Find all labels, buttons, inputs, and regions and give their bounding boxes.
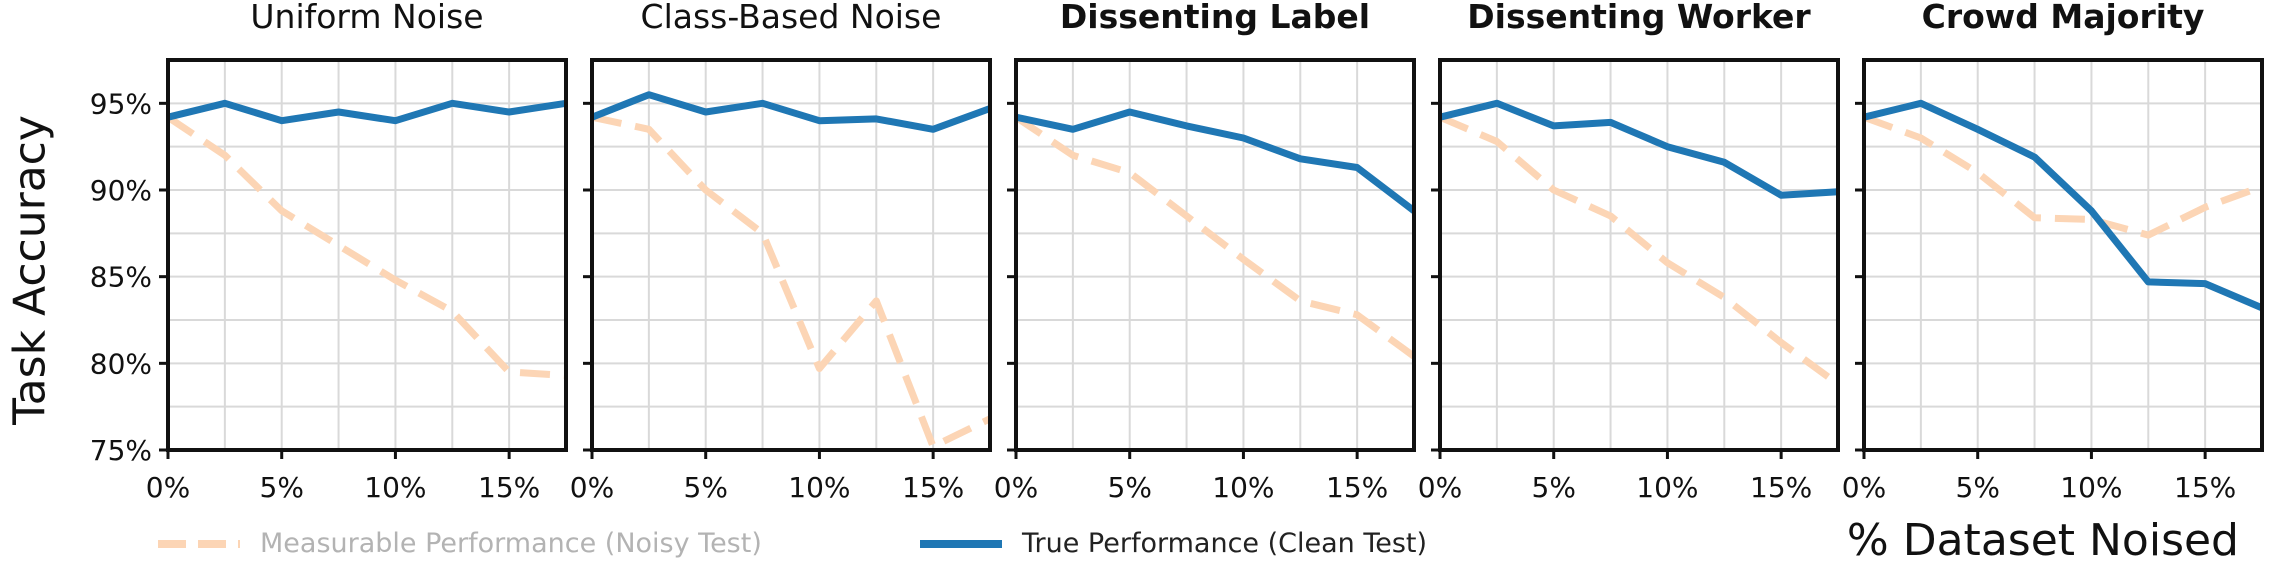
x-tick-label: 0% bbox=[146, 471, 190, 504]
legend-item-clean: True Performance (Clean Test) bbox=[920, 528, 1427, 559]
series-line-noisy bbox=[166, 114, 567, 379]
legend-label-clean: True Performance (Clean Test) bbox=[1022, 528, 1428, 559]
series-line-noisy bbox=[591, 113, 992, 450]
panel-frame bbox=[1014, 58, 1416, 452]
y-axis-label: Task Accuracy bbox=[4, 115, 56, 425]
x-axis-label: % Dataset Noised bbox=[1846, 515, 2239, 566]
x-tick-label: 10% bbox=[2060, 471, 2122, 504]
series-line-noisy bbox=[1438, 113, 1841, 387]
x-tick-label: 5% bbox=[684, 471, 728, 504]
series-line-noisy bbox=[1862, 113, 2264, 239]
panel-title: Dissenting Worker bbox=[1467, 0, 1811, 36]
x-tick-label: 10% bbox=[1212, 471, 1274, 504]
x-tick-label: 5% bbox=[1532, 471, 1576, 504]
x-tick-label: 15% bbox=[902, 471, 964, 504]
x-tick-label: 15% bbox=[2174, 471, 2236, 504]
x-tick-label: 10% bbox=[1636, 471, 1698, 504]
x-tick-label: 5% bbox=[260, 471, 304, 504]
panel-frame bbox=[590, 58, 992, 452]
y-tick-label: 85% bbox=[90, 261, 152, 294]
panel-frame bbox=[166, 58, 568, 452]
x-tick-label: 5% bbox=[1956, 471, 2000, 504]
series-line-clean bbox=[1863, 99, 2264, 312]
panel-5: 0% 5% 10% 15% Crowd Majority bbox=[1842, 0, 2264, 504]
y-tick-label: 90% bbox=[90, 174, 152, 207]
panel-frame bbox=[1438, 58, 1840, 452]
series-line-clean bbox=[1015, 108, 1417, 214]
panel-frame bbox=[1862, 58, 2264, 452]
x-tick-label: 0% bbox=[1418, 471, 1462, 504]
legend-swatch-noisy bbox=[158, 539, 240, 548]
legend-swatch-clean bbox=[920, 539, 1002, 548]
panel-3: 0% 5% 10% 15% Dissenting Label bbox=[994, 0, 1417, 504]
x-tick-label: 5% bbox=[1108, 471, 1152, 504]
panel-title: Class-Based Noise bbox=[641, 0, 942, 36]
legend-label-noisy: Measurable Performance (Noisy Test) bbox=[260, 528, 762, 559]
panel-1: 0% 5% 10% 15% 75% 80% 85% 90% 95% Uniform Noise bbox=[90, 0, 568, 504]
x-tick-label: 0% bbox=[994, 471, 1038, 504]
y-tick-label: 75% bbox=[90, 434, 152, 467]
series-line-clean bbox=[1439, 99, 1839, 199]
x-tick-label: 10% bbox=[788, 471, 850, 504]
panel-title: Crowd Majority bbox=[1922, 0, 2205, 36]
series-line-noisy bbox=[1014, 114, 1417, 360]
panel-2: 0% 5% 10% 15% Class-Based Noise bbox=[570, 0, 992, 504]
y-tick-label: 80% bbox=[90, 347, 152, 380]
series-line-clean bbox=[167, 99, 567, 125]
series-line-clean bbox=[590, 91, 992, 133]
x-tick-label: 10% bbox=[364, 471, 426, 504]
panel-title: Uniform Noise bbox=[250, 0, 483, 36]
y-tick-label: 95% bbox=[90, 87, 152, 120]
panel-title: Dissenting Label bbox=[1060, 0, 1370, 36]
x-tick-label: 15% bbox=[1326, 471, 1388, 504]
x-tick-label: 0% bbox=[1842, 471, 1886, 504]
x-tick-label: 15% bbox=[1750, 471, 1812, 504]
panel-4: 0% 5% 10% 15% Dissenting Worker bbox=[1418, 0, 1841, 504]
x-tick-label: 15% bbox=[478, 471, 540, 504]
legend-item-noisy: Measurable Performance (Noisy Test) bbox=[158, 528, 762, 559]
x-tick-label: 0% bbox=[570, 471, 614, 504]
